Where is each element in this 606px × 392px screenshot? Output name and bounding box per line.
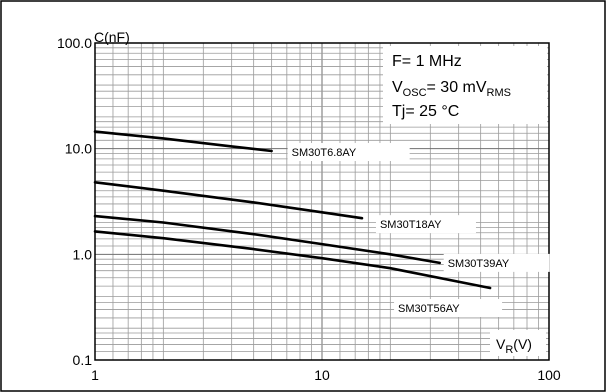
plot-border — [94, 42, 550, 361]
curve-sm30t6-8ay — [93, 130, 273, 153]
x-tick-labels: 1 10 100 — [91, 367, 561, 383]
y-axis-unit-label: C(nF) — [94, 29, 130, 45]
series-label: SM30T6.8AY — [292, 147, 357, 159]
svg-text:VR(V): VR(V) — [496, 336, 532, 356]
series-label-bg — [287, 143, 410, 162]
x-tick-label: 100 — [537, 367, 561, 383]
curve-sm30t18ay — [93, 181, 364, 220]
x-axis-unit-label: VR(V) — [490, 330, 546, 356]
frequency-condition: F= 1 MHz — [392, 53, 462, 70]
vosc-condition: VOSC= 30 mVRMS — [392, 79, 511, 99]
y-tick-label: 1.0 — [73, 246, 93, 262]
curve-sm30t56ay — [93, 230, 492, 290]
series-labels: SM30T6.8AY SM30T18AY SM30T39AY SM30T56AY — [287, 143, 550, 318]
y-tick-label: 100.0 — [57, 35, 92, 51]
conditions-box: F= 1 MHz VOSC= 30 mVRMS Tj= 25 °C — [383, 46, 547, 124]
series-label: SM30T39AY — [448, 258, 510, 270]
x-tick-label: 1 — [91, 367, 99, 383]
y-tick-label: 0.1 — [73, 352, 93, 368]
curve-sm30t39ay — [93, 214, 441, 265]
series-label-bg — [443, 253, 550, 272]
series-label-bg — [375, 215, 476, 234]
series-label: SM30T56AY — [398, 303, 460, 315]
curves — [93, 130, 492, 290]
series-label: SM30T18AY — [380, 219, 442, 231]
y-tick-label: 10.0 — [65, 141, 92, 157]
y-tick-labels: 0.1 1.0 10.0 100.0 — [57, 35, 92, 368]
tj-condition: Tj= 25 °C — [392, 103, 459, 120]
x-tick-label: 10 — [314, 367, 330, 383]
series-label-bg — [394, 299, 503, 318]
